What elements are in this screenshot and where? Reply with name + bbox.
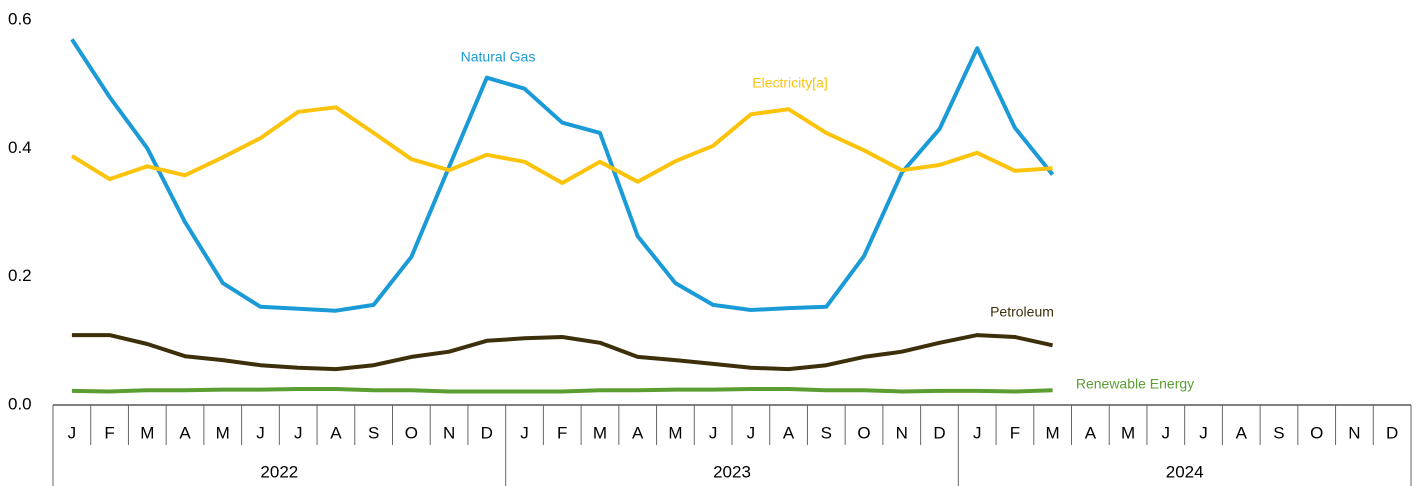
x-tick-label: M [668,423,682,442]
x-tick-label: A [783,423,795,442]
x-tick-label: A [632,423,644,442]
x-tick-label: M [1121,423,1135,442]
x-tick-label: J [68,423,77,442]
series-line [71,387,1053,394]
year-label: 2022 [260,462,298,481]
x-tick-label: J [973,423,982,442]
x-tick-label: F [104,423,114,442]
x-tick-label: S [821,423,832,442]
y-tick-label: 0.0 [8,394,32,413]
x-tick-label: F [557,423,567,442]
x-tick-label: A [179,423,191,442]
x-tick-label: D [1386,423,1398,442]
x-tick-label: S [368,423,379,442]
x-tick-label: J [520,423,529,442]
y-tick-label: 0.2 [8,266,32,285]
y-tick-label: 0.6 [8,9,32,28]
x-tick-label: D [481,423,493,442]
x-tick-label: M [216,423,230,442]
series-line [70,105,1053,185]
x-tick-label: J [256,423,265,442]
x-tick-label: J [747,423,756,442]
x-tick-label: J [294,423,303,442]
x-tick-label: A [1236,423,1248,442]
x-tick-label: S [1273,423,1284,442]
x-tick-label: J [709,423,718,442]
x-tick-label: M [140,423,154,442]
x-tick-label: O [405,423,418,442]
series-line [71,333,1054,372]
year-label: 2024 [1166,462,1204,481]
x-tick-label: D [933,423,945,442]
x-tick-label: J [1162,423,1171,442]
x-tick-label: M [1046,423,1060,442]
x-tick-label: M [593,423,607,442]
x-tick-label: O [1310,423,1323,442]
x-tick-label: A [330,423,342,442]
y-tick-label: 0.4 [8,138,32,157]
x-tick-label: N [443,423,455,442]
x-tick-label: F [1010,423,1020,442]
x-tick-label: J [1199,423,1208,442]
series-label: Renewable Energy [1076,376,1194,392]
x-tick-label: A [1085,423,1097,442]
series-line [70,38,1055,313]
series-label: Natural Gas [461,49,536,65]
series-label: Electricity[a] [752,75,827,91]
series-label: Petroleum [990,304,1054,320]
x-tick-label: N [896,423,908,442]
year-label: 2023 [713,462,751,481]
x-tick-label: N [1348,423,1360,442]
x-tick-label: O [857,423,870,442]
